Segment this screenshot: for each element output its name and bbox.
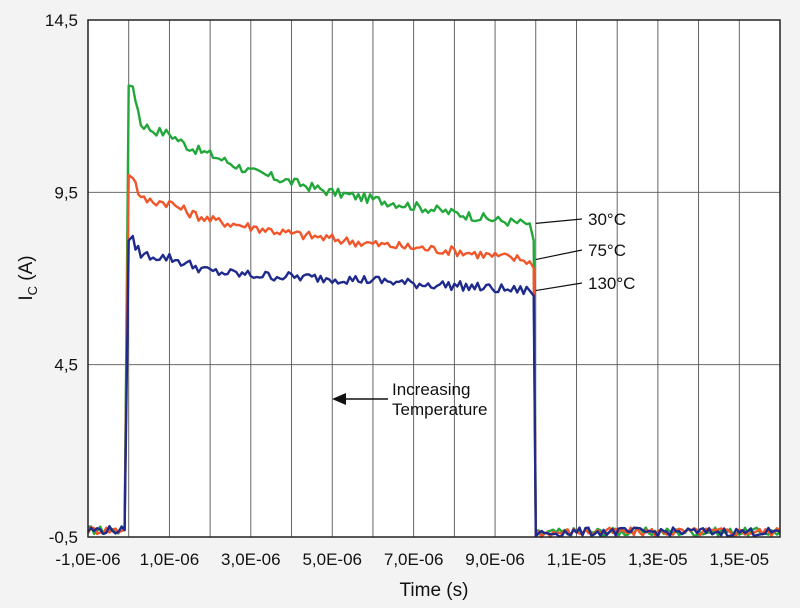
series-label: 30°C: [588, 210, 626, 229]
series-label-leader: [535, 249, 583, 261]
series-label-leader: [535, 218, 583, 224]
x-tick-label: 1,5E-05: [710, 550, 770, 569]
x-tick-label: 3,0E-06: [221, 550, 281, 569]
y-axis-title-main: I: [16, 295, 37, 300]
series-label: 130°C: [588, 274, 635, 293]
y-tick-label: 9,5: [54, 183, 78, 202]
arrow-head: [332, 393, 346, 405]
series-lines: [86, 84, 781, 539]
plot-area: [88, 20, 780, 537]
y-axis-title-unit: (A): [16, 255, 37, 286]
arrow-label-line2: Temperature: [392, 400, 487, 419]
series-line: [86, 173, 781, 539]
x-tick-label: 1,3E-05: [628, 550, 688, 569]
series-label: 75°C: [588, 241, 626, 260]
arrow-label-line1: Increasing: [392, 380, 470, 399]
x-axis-title: Time (s): [400, 580, 469, 601]
x-tick-label: 1,0E-06: [140, 550, 200, 569]
y-tick-labels: -0,5 4,5 9,5 14,5: [45, 11, 78, 547]
y-axis-title: IC (A): [16, 255, 40, 300]
y-tick-label: 4,5: [54, 356, 78, 375]
x-tick-labels: -1,0E-06 1,0E-06 3,0E-06 5,0E-06 7,0E-06 9,0E…: [55, 550, 769, 569]
y-tick-label: 14,5: [45, 11, 78, 30]
series-label-leader: [535, 282, 583, 292]
x-tick-label: 1,1E-05: [547, 550, 607, 569]
y-tick-label: -0,5: [49, 528, 78, 547]
series-line: [87, 234, 781, 538]
plot-frame: [87, 19, 781, 538]
x-tick-label: 9,0E-06: [465, 550, 525, 569]
x-tick-label: -1,0E-06: [55, 550, 120, 569]
series-labels: 30°C 75°C 130°C: [535, 210, 635, 293]
x-tick-label: 5,0E-06: [302, 550, 362, 569]
y-axis-title-sub: C: [25, 286, 40, 295]
temperature-arrow: Increasing Temperature: [332, 380, 487, 419]
x-tick-label: 7,0E-06: [384, 550, 444, 569]
